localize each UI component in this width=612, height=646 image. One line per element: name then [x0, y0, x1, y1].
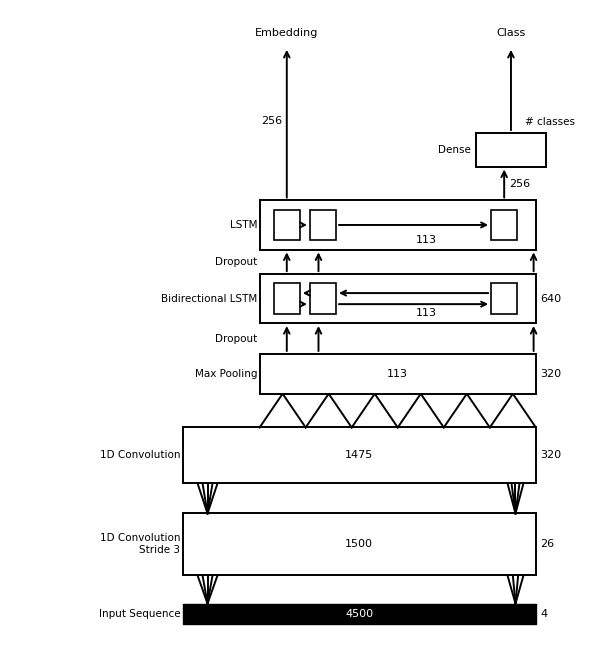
Text: Dense: Dense [438, 145, 471, 155]
Text: 26: 26 [540, 539, 554, 549]
Text: 256: 256 [509, 178, 530, 189]
Text: Class: Class [496, 28, 526, 37]
Bar [182, 428, 536, 483]
Bar [274, 283, 300, 314]
Text: 1D Convolution: 1D Convolution [100, 450, 181, 460]
Text: Dropout: Dropout [215, 333, 258, 344]
Text: 113: 113 [416, 234, 437, 245]
Text: Input Sequence: Input Sequence [99, 609, 181, 619]
Text: Embedding: Embedding [255, 28, 318, 37]
Text: 113: 113 [416, 308, 437, 318]
Text: Max Pooling: Max Pooling [195, 369, 258, 379]
Text: Dropout: Dropout [215, 257, 258, 267]
Text: 1D Convolution
Stride 3: 1D Convolution Stride 3 [100, 533, 181, 556]
Text: # classes: # classes [524, 117, 575, 127]
Bar [259, 354, 536, 393]
Text: Bidirectional LSTM: Bidirectional LSTM [161, 294, 258, 304]
Text: 256: 256 [261, 116, 282, 125]
Bar [310, 283, 336, 314]
Bar [182, 514, 536, 575]
Bar [274, 209, 300, 240]
Bar [259, 274, 536, 323]
Text: 320: 320 [540, 369, 562, 379]
Text: 1475: 1475 [345, 450, 373, 460]
Text: 4: 4 [540, 609, 548, 619]
Text: 4500: 4500 [345, 609, 373, 619]
Text: 1500: 1500 [345, 539, 373, 549]
Text: 113: 113 [387, 369, 408, 379]
Text: 320: 320 [540, 450, 562, 460]
Bar [476, 133, 546, 167]
Bar [310, 209, 336, 240]
Bar [491, 283, 517, 314]
Bar [491, 209, 517, 240]
Bar [259, 200, 536, 249]
Text: LSTM: LSTM [230, 220, 258, 230]
Text: 640: 640 [540, 294, 562, 304]
